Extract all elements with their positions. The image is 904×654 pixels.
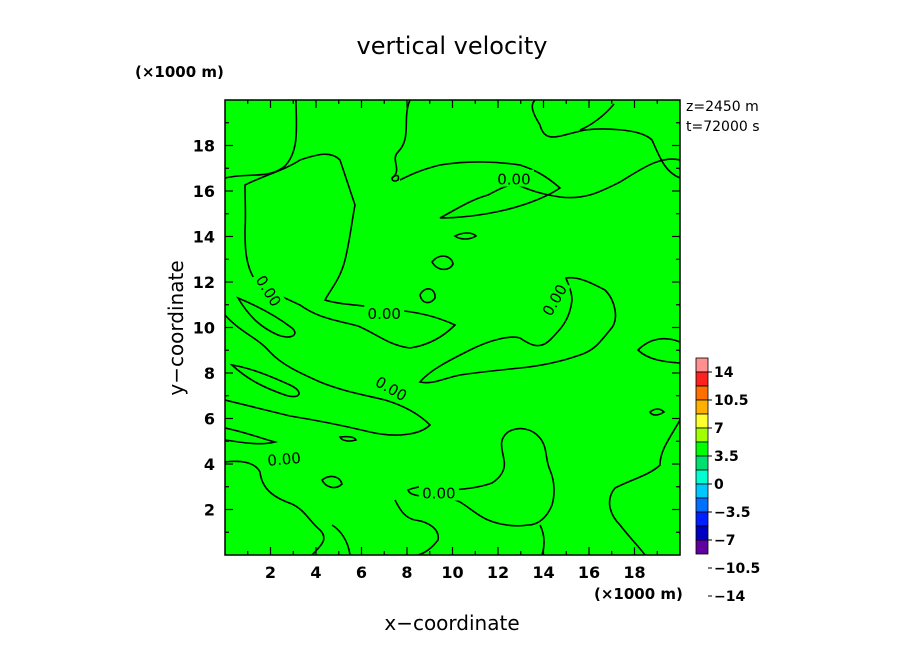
y-tick-label: 18 — [193, 137, 215, 156]
x-tick-label: 6 — [356, 563, 367, 582]
colorbar-label: 14 — [714, 365, 734, 381]
colorbar-swatch — [695, 399, 709, 415]
contour-line — [338, 435, 358, 442]
contour-labels: 0.000.000.00 0.000.000.000.00 — [251, 169, 571, 503]
x-tick-label: 8 — [401, 563, 412, 582]
y-tick-label: 14 — [193, 228, 215, 247]
contour-label: 0.00 — [364, 303, 405, 323]
x-tick-label: 2 — [265, 563, 276, 582]
colorbar-swatch — [695, 497, 709, 513]
colorbar-swatch — [695, 483, 709, 499]
y-tick-label: 6 — [204, 410, 215, 429]
t-annotation: t=72000 s — [686, 119, 760, 135]
colorbar — [695, 357, 709, 555]
contour-line — [531, 100, 680, 179]
y-tick-label: 16 — [193, 182, 215, 201]
contour-label-text: 0.00 — [497, 171, 530, 189]
contour-line — [320, 475, 343, 489]
colorbar-swatch — [695, 413, 709, 429]
colorbar-swatch — [695, 427, 709, 443]
contour-line — [391, 174, 400, 182]
contour-line — [399, 158, 680, 219]
contour-line — [608, 419, 680, 555]
x-axis-label: x−coordinate — [384, 611, 519, 635]
colorbar-swatch — [695, 371, 709, 387]
axis-ticks — [225, 100, 680, 555]
colorbar-swatch — [695, 525, 709, 541]
x-tick-label: 10 — [441, 563, 463, 582]
colorbar-label: 3.5 — [714, 449, 739, 465]
colorbar-swatch — [695, 511, 709, 527]
x-tick-label: 16 — [578, 563, 600, 582]
x-unit-label: (×1000 m) — [594, 585, 683, 603]
colorbar-label: 7 — [714, 421, 724, 437]
x-tick-label: 18 — [623, 563, 645, 582]
contour-line — [236, 296, 296, 338]
contour-line — [225, 314, 432, 436]
colorbar-swatch — [695, 469, 709, 485]
contour-line — [579, 103, 615, 131]
contour-line — [636, 337, 680, 364]
z-annotation: z=2450 m — [686, 99, 759, 115]
y-tick-label: 10 — [193, 319, 215, 338]
y-tick-label: 4 — [204, 455, 215, 474]
contour-line — [418, 276, 617, 384]
contour-line — [391, 100, 411, 179]
x-tick-label: 4 — [310, 563, 321, 582]
colorbar-label: −10.5 — [714, 561, 760, 577]
colorbar-label: 0 — [714, 477, 724, 493]
y-unit-label: (×1000 m) — [135, 63, 224, 81]
contour-line — [225, 100, 298, 179]
contour-label: 0.00 — [418, 483, 459, 503]
colorbar-label: −3.5 — [714, 505, 751, 521]
contour-line — [419, 288, 436, 304]
contour-lines — [225, 100, 680, 555]
chart-title: vertical velocity — [357, 32, 548, 60]
colorbar-label: −14 — [714, 589, 745, 605]
colorbar-swatch — [695, 357, 709, 373]
contour-line — [431, 255, 454, 271]
x-tick-labels: 2 4 6 8 10 12 14 16 18 — [265, 563, 646, 582]
contour-label: 0.00 — [493, 169, 534, 189]
x-tick-label: 14 — [532, 563, 554, 582]
x-tick-label: 12 — [487, 563, 509, 582]
contour-label: 0.00 — [263, 447, 305, 470]
contour-label-text: 0.00 — [368, 305, 401, 323]
colorbar-swatch — [695, 539, 709, 555]
contour-line — [331, 524, 351, 555]
y-axis-label: y−coordinate — [164, 260, 188, 395]
colorbar-label: 10.5 — [714, 393, 749, 409]
contour-label-text: 0.00 — [422, 485, 455, 503]
contour-line — [407, 427, 555, 527]
y-tick-labels: 2 4 6 8 10 12 14 16 18 — [193, 137, 215, 520]
contour-line — [394, 499, 440, 555]
contour-line — [229, 363, 300, 398]
y-tick-label: 2 — [204, 501, 215, 520]
contour-line — [648, 408, 666, 416]
contour-line — [453, 232, 478, 240]
colorbar-swatch — [695, 385, 709, 401]
contour-line — [539, 524, 545, 555]
colorbar-swatch — [695, 441, 709, 457]
contour-label-text: 0.00 — [267, 449, 302, 470]
colorbar-labels: 14 10.5 7 3.5 0 −3.5 −7 −10.5 −14 — [708, 365, 760, 605]
colorbar-swatch — [695, 455, 709, 471]
contour-line — [225, 460, 325, 555]
y-tick-label: 8 — [204, 364, 215, 383]
contour-line — [225, 427, 279, 445]
y-tick-label: 12 — [193, 273, 215, 292]
colorbar-label: −7 — [714, 533, 735, 549]
